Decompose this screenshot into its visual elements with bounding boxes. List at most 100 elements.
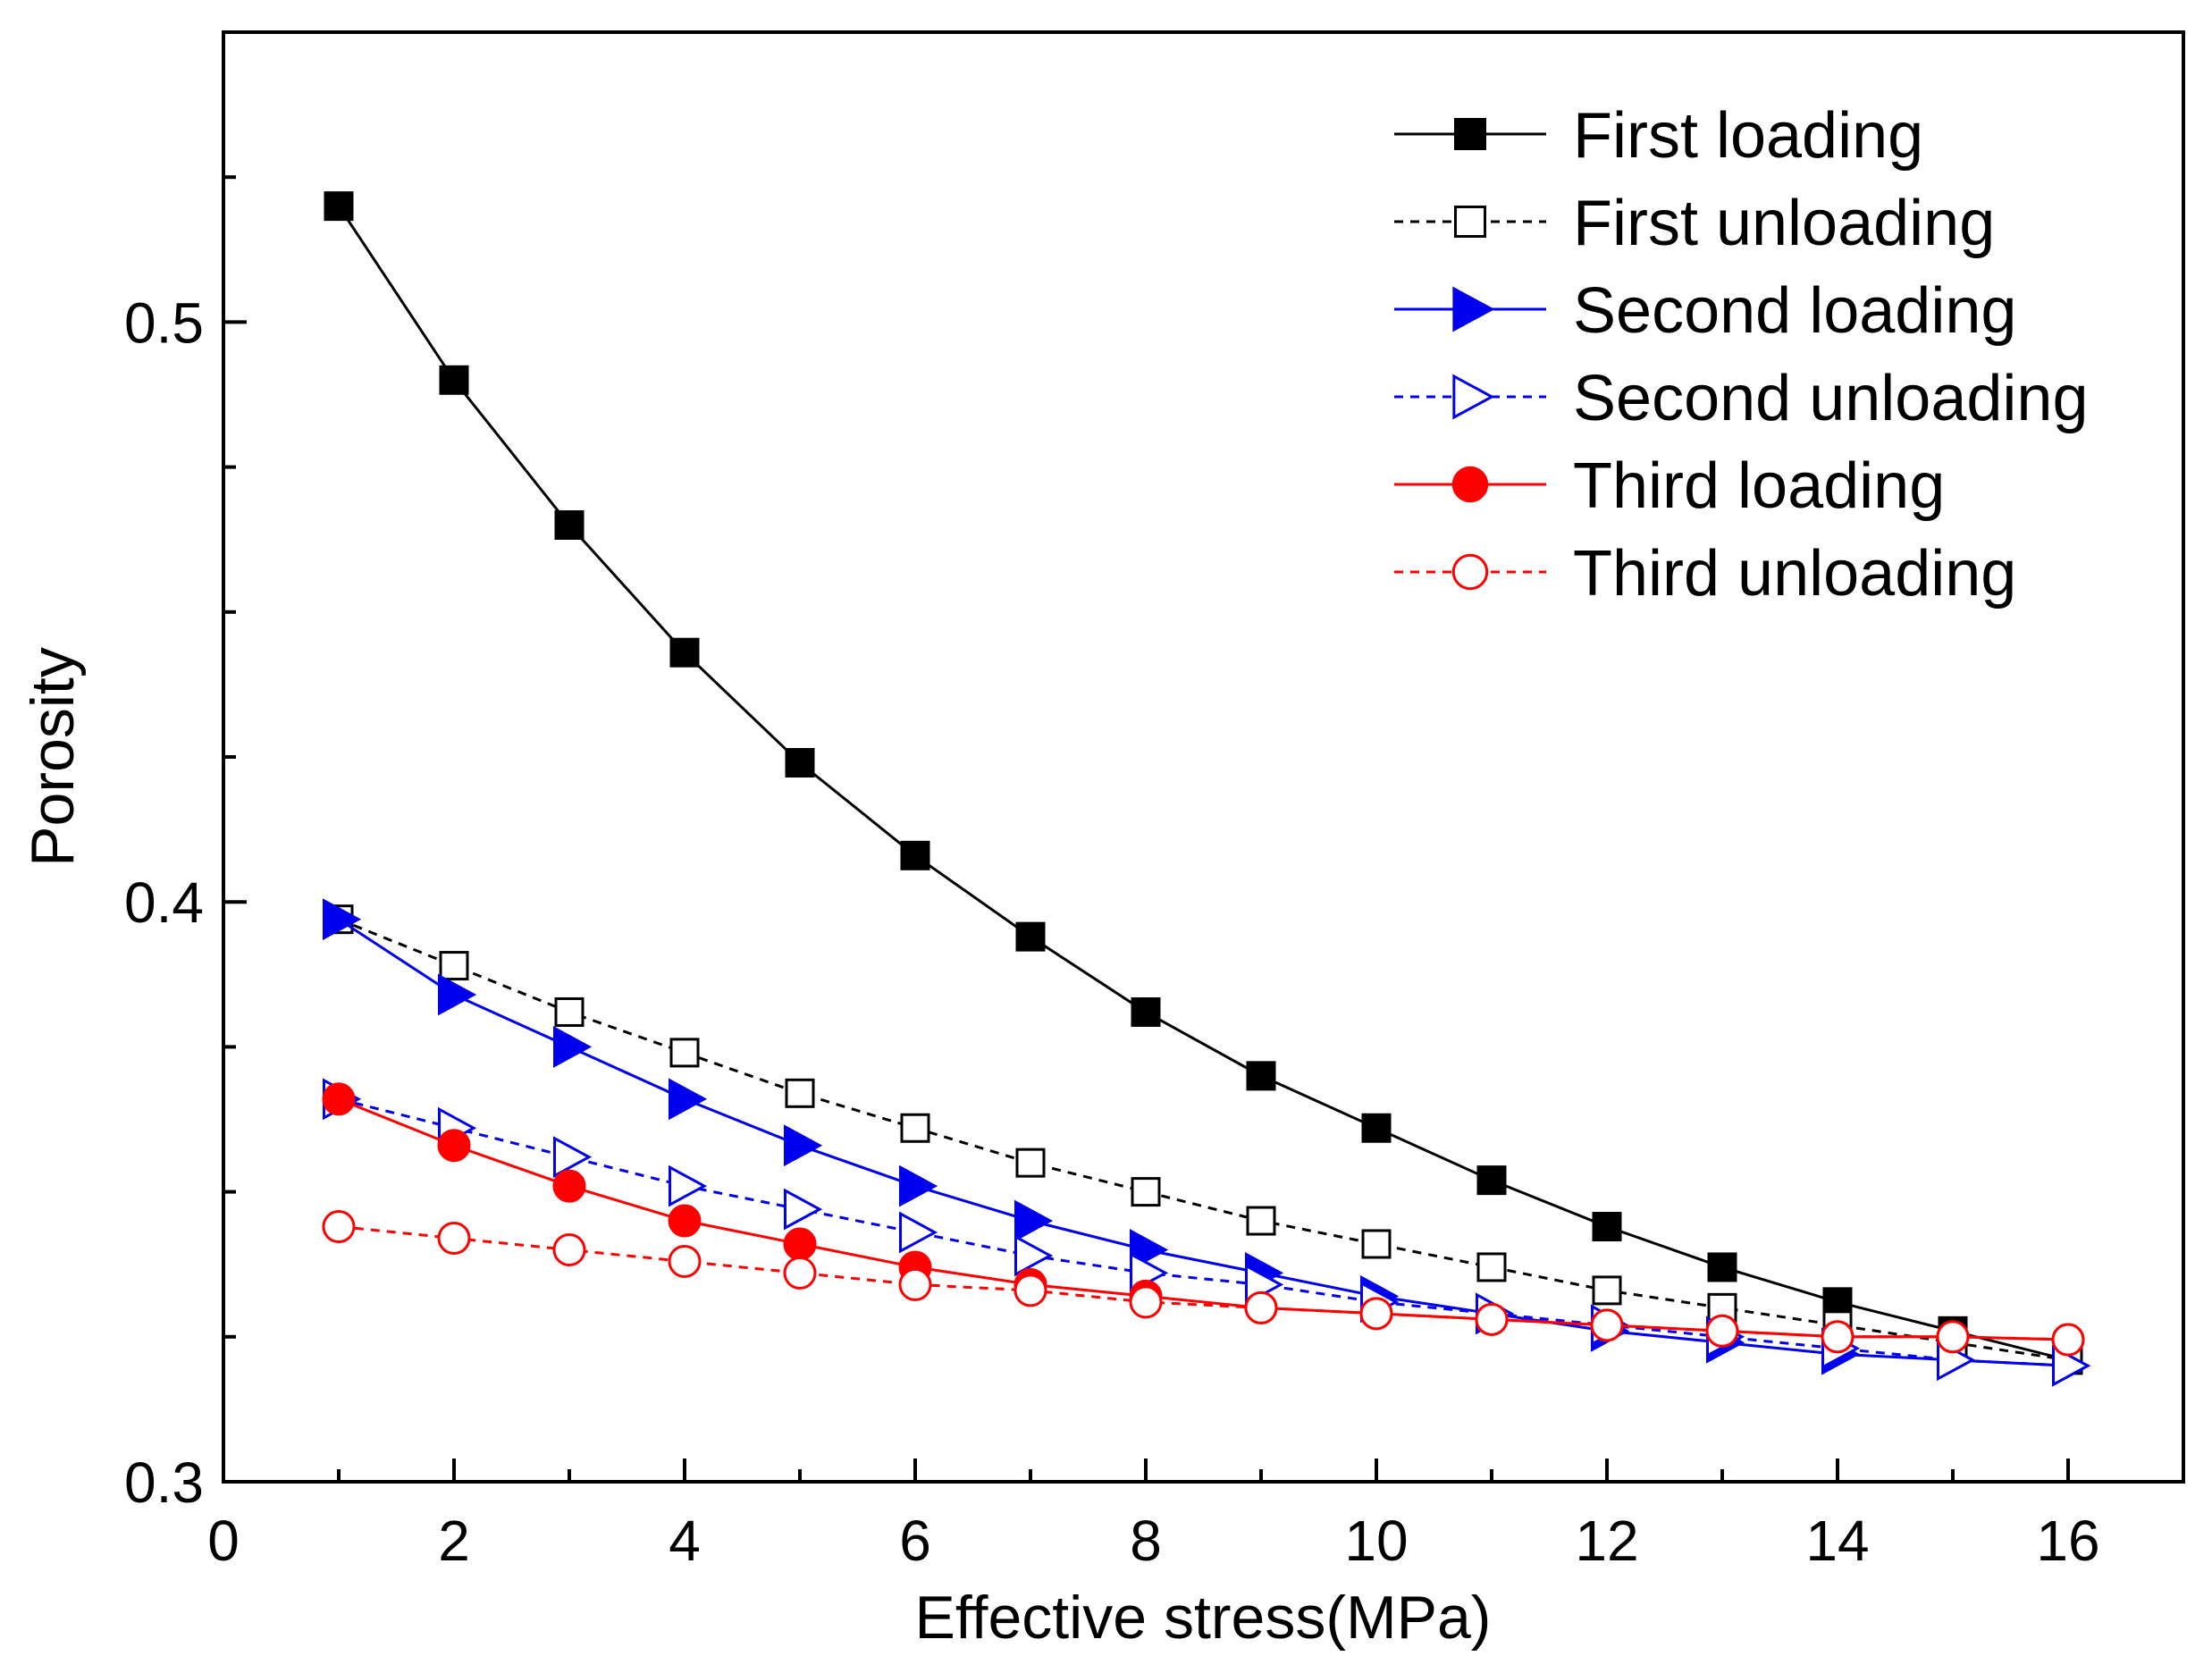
data-point-marker [784, 1188, 823, 1231]
series-first-loading [324, 191, 2083, 1375]
plot-series [322, 191, 2091, 1387]
legend: First loading First unloading Second loadi… [1394, 100, 2089, 610]
y-tick-label: 0.4 [124, 870, 204, 935]
data-point-marker [324, 191, 354, 222]
data-point-marker [2051, 1323, 2085, 1357]
x-tick-label: 6 [899, 1509, 931, 1573]
x-tick-label: 14 [1805, 1509, 1869, 1573]
legend-label: Third unloading [1573, 538, 2016, 610]
legend-marker [1452, 374, 1495, 420]
legend-marker [1451, 466, 1489, 503]
data-point-marker [899, 1211, 938, 1254]
series-line [338, 1097, 2069, 1341]
y-axis-title: Porosity [19, 647, 87, 867]
data-point-marker [439, 365, 469, 395]
x-tick-label: 12 [1575, 1509, 1638, 1573]
data-point-marker [783, 1227, 817, 1261]
data-point-marker [554, 509, 585, 540]
legend-label: Second unloading [1573, 363, 2089, 434]
data-point-marker [1705, 1314, 1739, 1348]
legend-item: First loading [1394, 100, 1923, 172]
data-point-marker [1361, 1113, 1392, 1143]
data-point-marker [783, 1256, 817, 1290]
data-point-marker [437, 1222, 471, 1256]
data-point-marker [900, 840, 930, 870]
x-axis-title: Effective stress(MPa) [915, 1584, 1492, 1652]
data-point-marker [1246, 1206, 1276, 1236]
data-point-marker [1014, 1199, 1054, 1242]
x-tick-label: 4 [669, 1509, 701, 1573]
data-point-marker [1246, 1061, 1276, 1091]
data-point-marker [438, 973, 477, 1016]
x-tick-label: 0 [207, 1509, 240, 1573]
legend-marker [1454, 118, 1486, 150]
data-point-marker [669, 1078, 708, 1121]
data-point-marker [1244, 1290, 1278, 1324]
data-point-marker [898, 1267, 932, 1301]
data-point-marker [1015, 921, 1046, 952]
data-point-marker [785, 747, 815, 778]
legend-item: Second loading [1394, 275, 2016, 347]
data-point-marker [1821, 1320, 1855, 1354]
data-point-marker [1129, 1285, 1163, 1319]
x-tick-label: 2 [438, 1509, 470, 1573]
data-point-marker [900, 1113, 930, 1143]
data-point-marker [437, 1129, 471, 1163]
data-point-marker [2052, 1344, 2091, 1387]
data-point-marker [322, 1210, 356, 1244]
data-point-marker [668, 1204, 702, 1238]
data-point-marker [1476, 1165, 1507, 1196]
legend-marker [1454, 206, 1486, 238]
y-tick-label: 0.5 [124, 290, 204, 355]
data-point-marker [1476, 1252, 1507, 1282]
legend-label: First loading [1573, 100, 1923, 172]
series-line [338, 918, 2069, 1367]
y-tick-label: 0.3 [124, 1450, 204, 1515]
data-point-marker [1013, 1274, 1047, 1307]
legend-marker [1451, 553, 1489, 591]
data-point-marker [1475, 1302, 1509, 1336]
data-point-marker [1131, 1177, 1161, 1207]
data-point-marker [668, 1244, 702, 1278]
x-tick-label: 8 [1130, 1509, 1162, 1573]
data-point-marker [322, 1082, 356, 1116]
x-tick-label: 16 [2036, 1509, 2099, 1573]
legend-marker [1452, 286, 1495, 332]
data-point-marker [1015, 1148, 1046, 1178]
data-point-marker [1361, 1229, 1392, 1259]
legend-label: Third loading [1573, 450, 1945, 522]
series-line [337, 205, 2069, 1362]
series-third-unloading [322, 1210, 2085, 1357]
series-line [338, 918, 2069, 1362]
data-point-marker [553, 1025, 593, 1068]
data-point-marker [552, 1169, 586, 1203]
data-point-marker [669, 1038, 700, 1068]
series-line [338, 1225, 2069, 1341]
data-point-marker [1590, 1308, 1624, 1342]
legend-item: Third unloading [1394, 538, 2016, 610]
data-point-marker [554, 996, 585, 1027]
x-axis-ticks: 0 2 4 6 8 10 12 14 16 [207, 1459, 2185, 1573]
data-point-marker [553, 1136, 593, 1179]
y-axis-ticks: 0.3 0.4 0.5 [124, 30, 247, 1515]
data-point-marker [1592, 1212, 1622, 1242]
legend-item: Third loading [1394, 450, 1945, 522]
data-point-marker [669, 1164, 708, 1207]
data-point-marker [899, 1164, 938, 1207]
series-line [338, 1097, 2069, 1367]
legend-item: Second unloading [1394, 363, 2089, 434]
x-tick-label: 10 [1344, 1509, 1408, 1573]
data-point-marker [323, 898, 362, 941]
data-point-marker [1592, 1275, 1622, 1306]
legend-label: Second loading [1573, 275, 2016, 347]
data-point-marker [552, 1232, 586, 1266]
data-point-marker [785, 1078, 815, 1108]
data-point-marker [784, 1124, 823, 1167]
data-point-marker [1131, 996, 1161, 1027]
data-point-marker [1014, 1234, 1054, 1277]
data-point-marker [669, 637, 700, 668]
legend-item: First unloading [1394, 188, 1995, 259]
data-point-marker [1359, 1297, 1393, 1331]
